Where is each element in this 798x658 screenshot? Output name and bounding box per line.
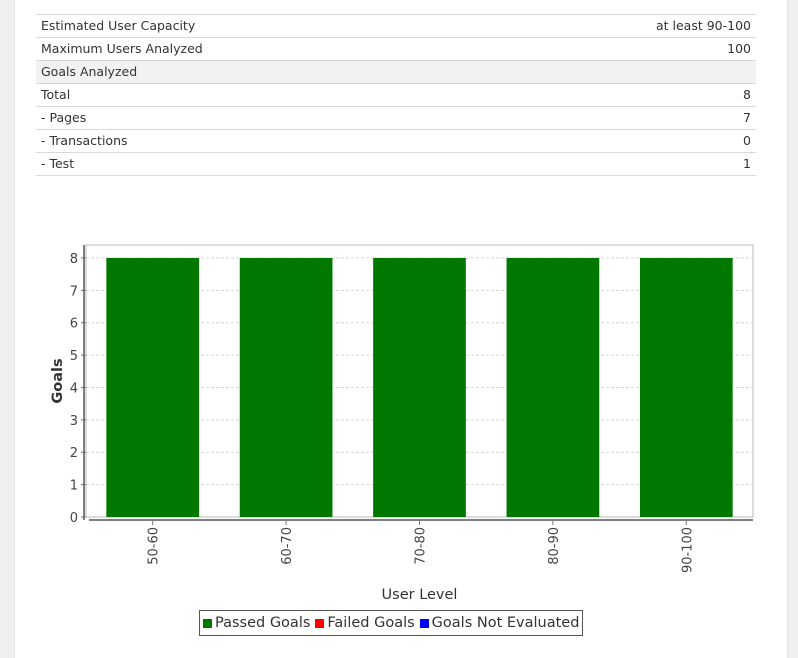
legend-swatch-not-evaluated [419, 618, 429, 628]
summary-value: 8 [743, 87, 751, 102]
summary-label: - Transactions [41, 133, 128, 148]
legend-label: Passed Goals [215, 615, 311, 631]
legend-label: Goals Not Evaluated [431, 615, 580, 631]
y-tick-label: 0 [70, 511, 78, 526]
bar-passed-goals [639, 257, 733, 517]
summary-label: Goals Analyzed [41, 64, 138, 79]
legend-label: Failed Goals [327, 615, 415, 631]
summary-row-transactions: - Transactions 0 [36, 130, 756, 153]
x-tick-label: 90-100 [680, 527, 695, 573]
summary-label: - Test [41, 156, 75, 171]
x-axis-label: User Level [382, 587, 458, 603]
summary-section-goals-analyzed: Goals Analyzed [36, 61, 756, 84]
bar-passed-goals [506, 257, 600, 517]
y-axis-label: Goals [50, 358, 66, 403]
summary-value: 100 [727, 41, 751, 56]
legend-swatch-failed [315, 618, 325, 628]
summary-label: Maximum Users Analyzed [41, 41, 203, 56]
bar-passed-goals [239, 257, 333, 517]
goals-bar-chart: 0 1 2 3 4 5 6 7 8 50-60 60-70 70-80 80-90 90-100 User … [50, 244, 754, 603]
x-tick-label: 60-70 [280, 527, 295, 565]
y-tick-label: 5 [70, 349, 78, 364]
summary-value: at least 90-100 [655, 18, 751, 33]
summary-row-pages: - Pages 7 [36, 107, 756, 130]
summary-value: 0 [743, 133, 751, 148]
legend-item-not-evaluated: Goals Not Evaluated [419, 615, 580, 631]
summary-value: 7 [743, 110, 751, 125]
summary-label: Total [41, 87, 71, 102]
summary-row-test: - Test 1 [36, 153, 756, 176]
summary-row-estimated-capacity: Estimated User Capacity at least 90-100 [36, 15, 756, 38]
summary-table: Estimated User Capacity at least 90-100 … [36, 14, 756, 176]
x-tick-label: 70-80 [414, 527, 429, 565]
bar-passed-goals [106, 257, 200, 517]
y-tick-label: 1 [70, 479, 78, 494]
x-tick-label: 80-90 [547, 527, 562, 565]
y-tick-label: 6 [70, 317, 78, 332]
summary-row-max-users: Maximum Users Analyzed 100 [36, 38, 756, 61]
y-tick-label: 8 [70, 252, 78, 267]
x-tick-label: 50-60 [147, 527, 162, 565]
y-tick-label: 2 [70, 446, 78, 461]
chart-legend: Passed Goals Failed Goals Goals Not Eval… [199, 610, 584, 636]
y-tick-label: 3 [70, 414, 78, 429]
bar-passed-goals [373, 257, 466, 517]
y-tick-label: 7 [70, 284, 78, 299]
summary-value: 1 [743, 156, 751, 171]
summary-label: - Pages [41, 110, 87, 125]
y-tick-label: 4 [70, 381, 78, 396]
legend-item-passed: Passed Goals [203, 615, 310, 631]
summary-label: Estimated User Capacity [41, 18, 196, 33]
legend-item-failed: Failed Goals [315, 615, 415, 631]
legend-swatch-passed [203, 618, 212, 628]
summary-row-total: Total 8 [36, 84, 756, 107]
